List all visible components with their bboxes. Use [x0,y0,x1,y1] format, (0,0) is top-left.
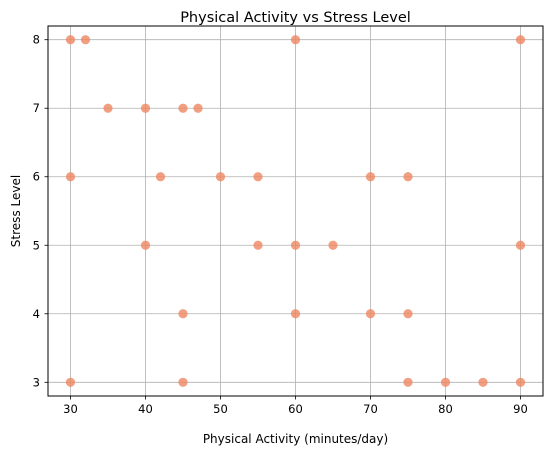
data-point [178,103,188,113]
data-point [515,35,526,45]
data-point [65,172,76,182]
y-tick-label: 5 [33,238,40,252]
chart-title: Physical Activity vs Stress Level [180,10,411,26]
x-tick-label: 70 [363,402,378,416]
y-tick-label: 8 [33,33,40,47]
data-point [290,240,301,250]
data-point [80,35,91,45]
data-point [403,377,413,387]
ticks-layer: 30 40 50 60 70 80 90 3 4 5 6 7 8 [33,33,528,416]
data-point [65,35,76,45]
data-point [328,240,338,250]
data-point [253,240,263,250]
data-point [478,377,488,387]
x-tick-label: 30 [63,402,78,416]
data-point [403,172,413,182]
data-point [290,309,301,319]
y-tick-label: 3 [33,375,40,389]
data-point [365,172,376,182]
data-point [155,172,166,182]
y-axis-label: Stress Level [9,175,23,247]
data-point [440,377,451,387]
data-point [515,377,526,387]
data-point [215,172,226,182]
x-tick-label: 90 [513,402,528,416]
data-point [515,240,526,250]
data-point [140,240,151,250]
data-point [103,103,113,113]
x-axis-label: Physical Activity (minutes/day) [203,432,388,446]
data-point [178,309,188,319]
data-point [290,35,301,45]
data-point [193,103,203,113]
points-layer [65,35,526,387]
x-tick-label: 80 [438,402,453,416]
data-point [65,377,76,387]
data-point [140,103,151,113]
data-point [178,377,188,387]
data-point [403,309,413,319]
data-point [253,172,263,182]
x-tick-label: 50 [213,402,228,416]
y-tick-label: 6 [33,170,40,184]
grid-layer [48,26,543,396]
x-tick-label: 60 [288,402,303,416]
data-point [365,309,376,319]
y-tick-label: 7 [33,101,40,115]
x-tick-label: 40 [138,402,153,416]
y-tick-label: 4 [33,307,40,321]
